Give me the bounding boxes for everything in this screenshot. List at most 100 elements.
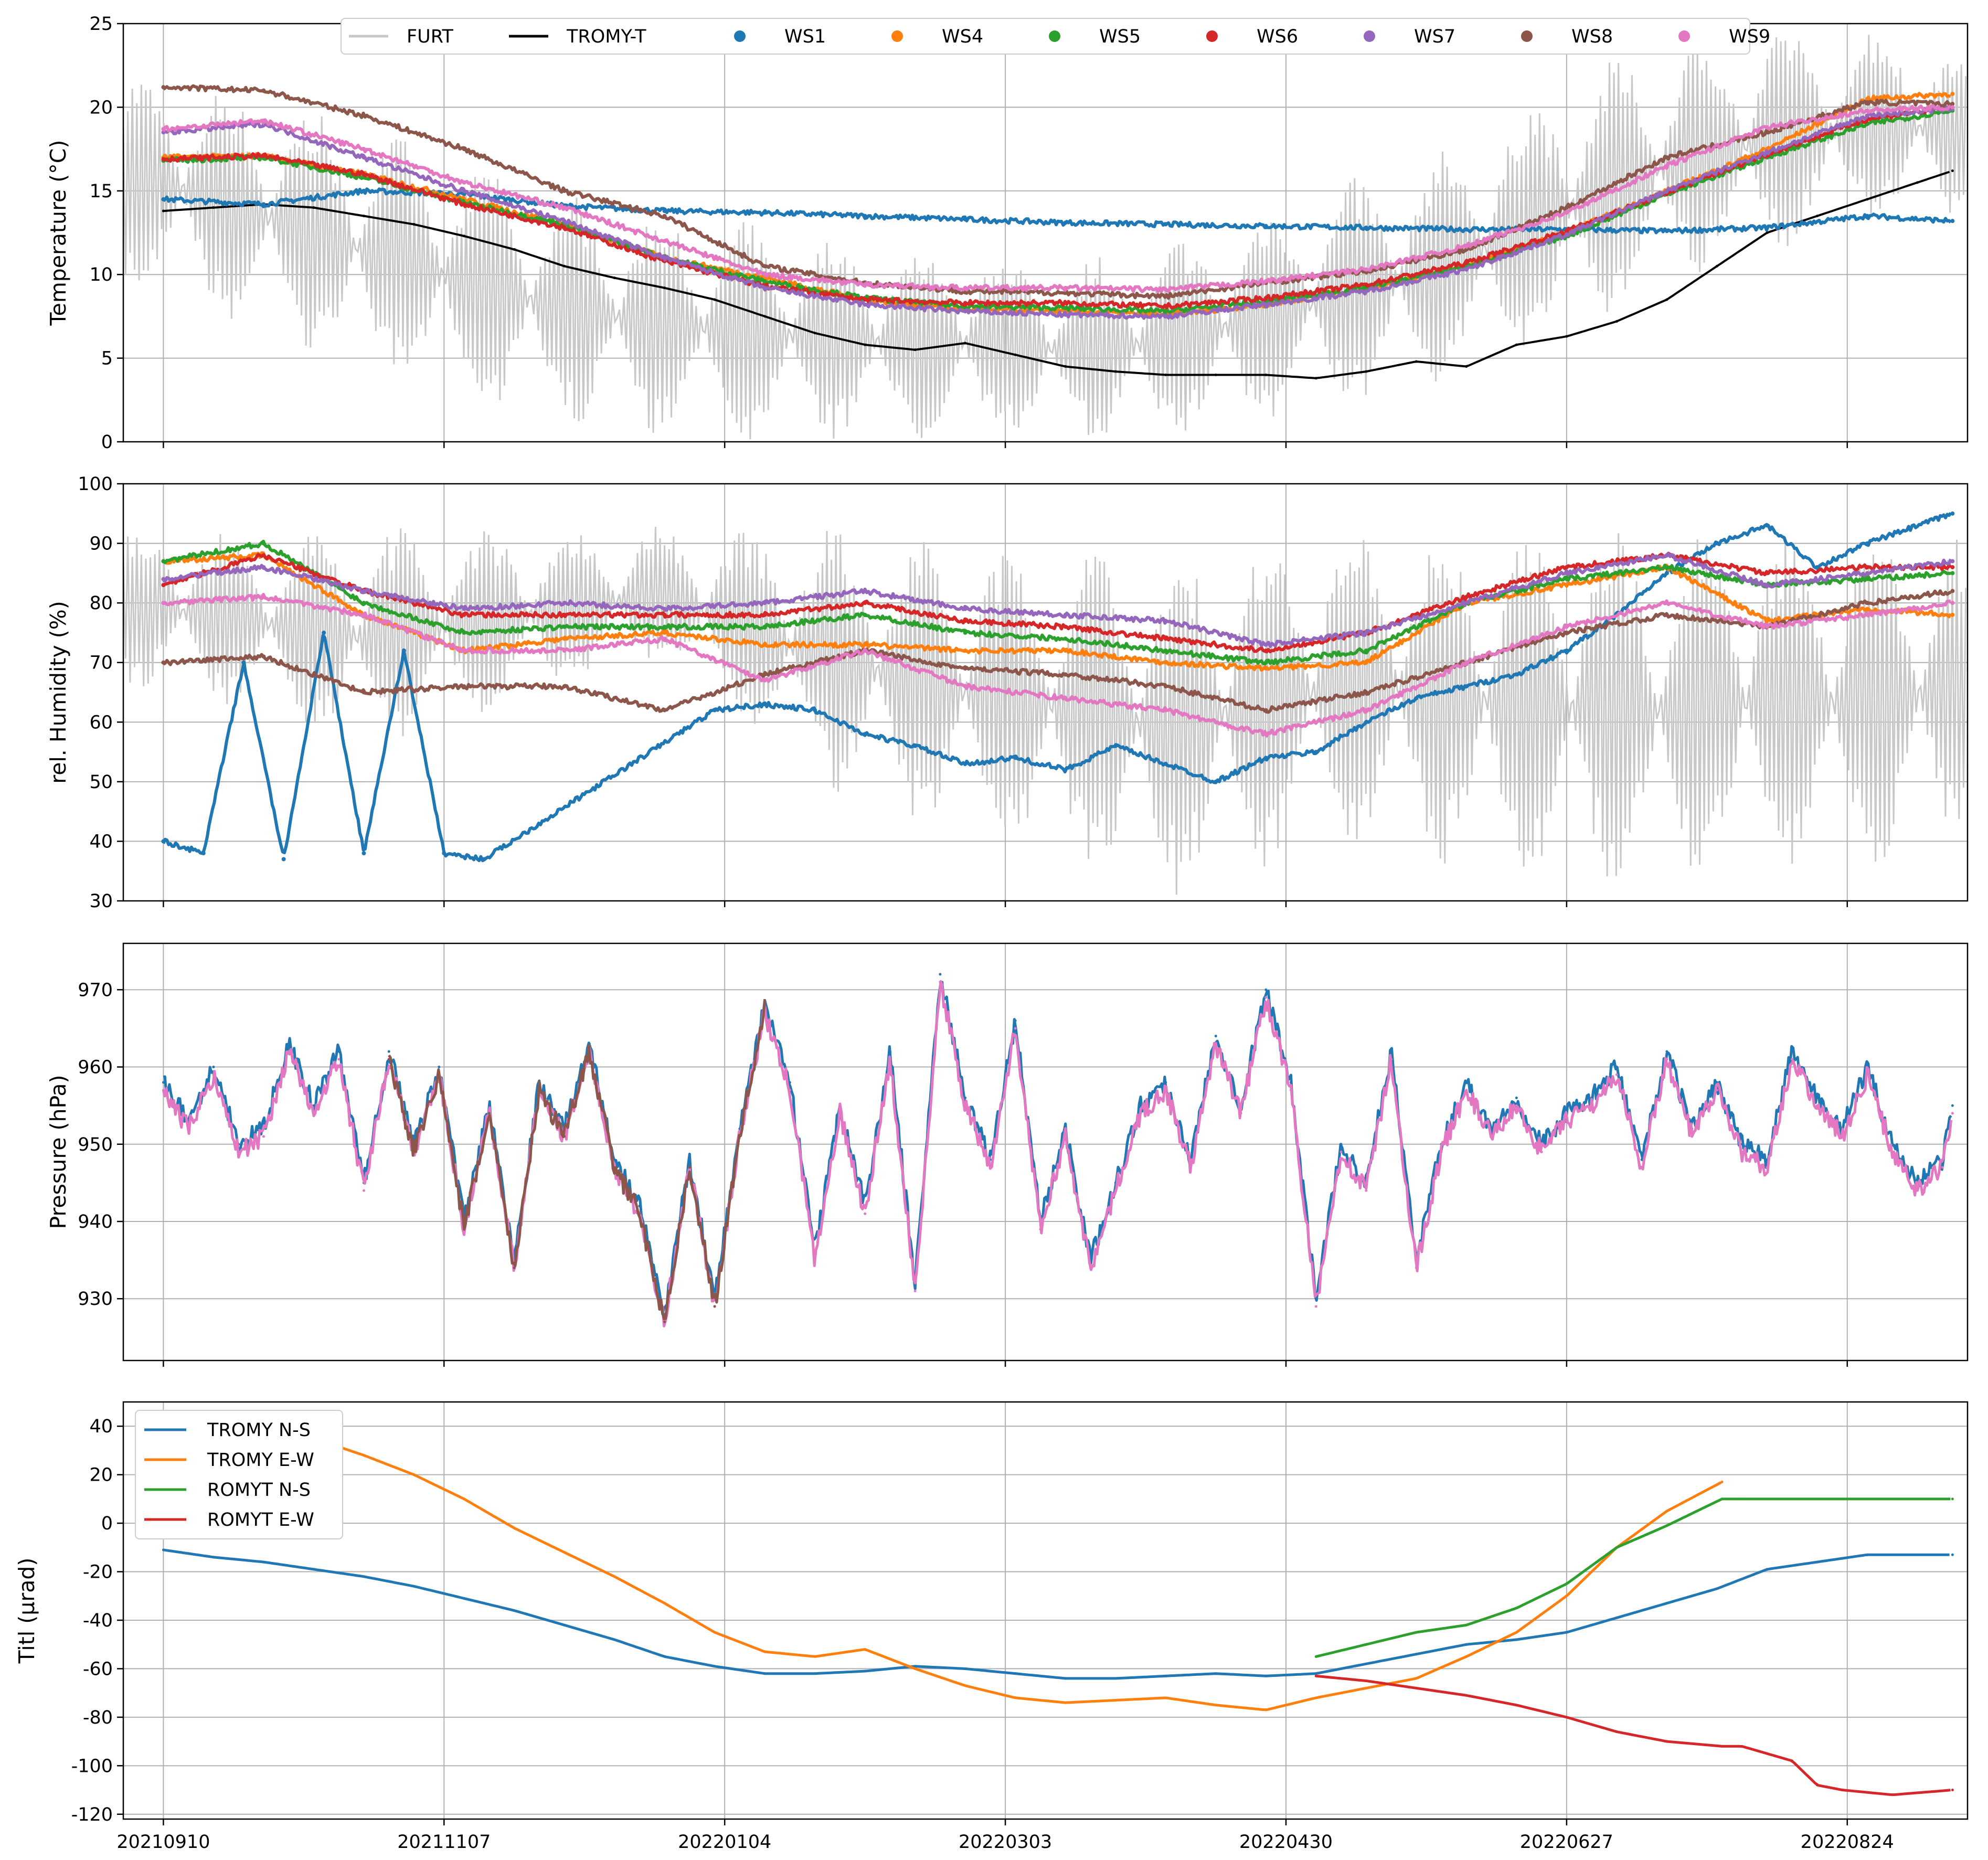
y-tick-label: 90 [89, 534, 113, 555]
data-point [162, 1081, 165, 1084]
data-point [412, 1151, 416, 1153]
legend-entry: TROMY-T [509, 26, 646, 47]
data-point [482, 857, 486, 862]
data-point [813, 332, 816, 335]
data-point [563, 1551, 566, 1554]
data-point [1063, 696, 1068, 700]
data-point [662, 612, 667, 617]
data-point [261, 88, 266, 93]
data-point [1865, 113, 1869, 118]
data-point [1365, 370, 1368, 373]
data-point [161, 577, 166, 581]
data-point [1189, 1166, 1192, 1169]
data-point [1664, 601, 1669, 605]
data-point [913, 1290, 917, 1292]
data-point [1364, 289, 1368, 294]
data-point [312, 206, 315, 209]
data-point [864, 1648, 867, 1651]
data-point [1163, 294, 1168, 299]
plot-area [162, 973, 1954, 1327]
legend-label: WS5 [1099, 26, 1141, 47]
y-tick-label: 10 [89, 264, 113, 285]
data-point [1063, 220, 1068, 225]
data-point [562, 188, 567, 193]
data-point [562, 684, 567, 689]
data-point [888, 1058, 891, 1061]
data-point [913, 348, 917, 352]
legend-entry: WS1 [734, 26, 826, 47]
data-point [663, 1320, 666, 1323]
data-point [662, 256, 667, 260]
data-point [1314, 1305, 1317, 1308]
data-point [1063, 636, 1068, 641]
data-point [1865, 100, 1869, 104]
data-point [762, 264, 767, 269]
data-point [1263, 649, 1268, 653]
data-point [1665, 1524, 1668, 1527]
y-tick-label: -100 [71, 1756, 113, 1777]
data-point [863, 642, 867, 647]
data-point [1865, 571, 1869, 576]
y-tick-label: 80 [89, 593, 113, 614]
data-point [1950, 589, 1955, 593]
data-point [762, 279, 767, 283]
data-point [1314, 1672, 1317, 1675]
data-point [1715, 1587, 1718, 1590]
data-point [762, 678, 767, 683]
data-point [1114, 1677, 1117, 1680]
data-point [1764, 571, 1769, 576]
data-point [1214, 1672, 1217, 1675]
data-point [1364, 690, 1368, 695]
data-point [1063, 301, 1068, 305]
data-point [963, 649, 968, 653]
data-point [1815, 215, 1819, 218]
data-point [1465, 1643, 1468, 1646]
data-point [1764, 624, 1769, 629]
data-point [1214, 373, 1217, 376]
data-point [1515, 1638, 1518, 1641]
data-point [1163, 636, 1168, 641]
axes-frame [122, 483, 1969, 902]
data-point [1064, 1701, 1067, 1704]
data-point [1014, 1696, 1017, 1699]
data-point [1364, 649, 1368, 653]
data-point [1290, 1081, 1293, 1084]
data-point [1740, 1497, 1744, 1501]
y-tick-label: 25 [89, 14, 113, 35]
data-point [1564, 583, 1569, 588]
data-point [1415, 1631, 1418, 1634]
data-point [1891, 1793, 1894, 1797]
data-point [913, 743, 918, 748]
legend: TROMY N-S TROMY E-W ROMYT N-S ROMYT E-W [135, 1410, 343, 1539]
data-point [1950, 102, 1955, 107]
data-point [1014, 1672, 1017, 1675]
data-point [1014, 353, 1017, 356]
data-point [1063, 624, 1068, 629]
data-point [261, 594, 266, 599]
data-point [401, 649, 406, 653]
data-point [1865, 97, 1869, 101]
data-point [1314, 1297, 1317, 1300]
data-point [1014, 1019, 1017, 1022]
y-tick-label: 40 [89, 1416, 113, 1437]
data-point [462, 147, 466, 152]
panel-1: 0 5 10 15 20 25 Temperature (°C) FURT TROMY-T WS1… [46, 14, 1969, 453]
data-point [1339, 1143, 1343, 1146]
data-point [563, 1135, 566, 1138]
data-point [161, 559, 166, 564]
plot-area [123, 35, 1967, 440]
series-trace [163, 539, 1951, 666]
data-point [1063, 649, 1068, 653]
data-point [1263, 295, 1268, 300]
data-point [1163, 287, 1168, 292]
data-point [864, 1212, 867, 1215]
axes-frame [122, 1401, 1969, 1820]
series-line [163, 1548, 1950, 1680]
data-point [1564, 565, 1569, 569]
data-point [638, 1205, 641, 1208]
data-point [613, 1166, 616, 1169]
data-point [1916, 1189, 1919, 1192]
data-point [487, 1104, 491, 1107]
data-point [1515, 1607, 1518, 1610]
data-point [763, 1672, 767, 1675]
